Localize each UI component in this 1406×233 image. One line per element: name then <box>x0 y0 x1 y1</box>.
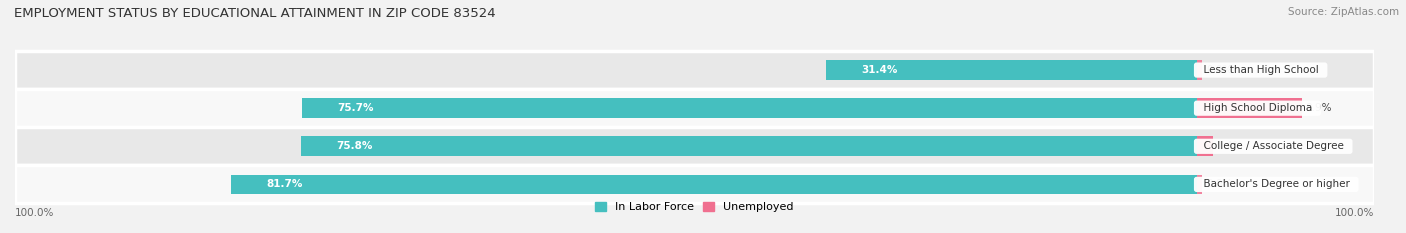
Bar <box>1197 136 1213 156</box>
Bar <box>302 98 1197 118</box>
Text: 8.9%: 8.9% <box>1305 103 1331 113</box>
Text: 81.7%: 81.7% <box>267 179 304 189</box>
Bar <box>825 60 1197 80</box>
Bar <box>1197 175 1202 194</box>
Text: 31.4%: 31.4% <box>860 65 897 75</box>
Text: High School Diploma: High School Diploma <box>1197 103 1319 113</box>
Text: 0.0%: 0.0% <box>1206 179 1232 189</box>
Bar <box>15 89 1374 127</box>
Bar <box>301 136 1197 156</box>
Bar <box>1197 98 1302 118</box>
Text: EMPLOYMENT STATUS BY EDUCATIONAL ATTAINMENT IN ZIP CODE 83524: EMPLOYMENT STATUS BY EDUCATIONAL ATTAINM… <box>14 7 496 20</box>
Text: 100.0%: 100.0% <box>1334 208 1374 218</box>
Text: 1.4%: 1.4% <box>1216 141 1243 151</box>
Bar <box>15 165 1374 203</box>
Text: Less than High School: Less than High School <box>1197 65 1324 75</box>
Text: 75.7%: 75.7% <box>337 103 374 113</box>
Bar <box>15 51 1374 89</box>
Text: 0.0%: 0.0% <box>1206 65 1232 75</box>
Legend: In Labor Force, Unemployed: In Labor Force, Unemployed <box>591 198 799 217</box>
Text: 100.0%: 100.0% <box>15 208 55 218</box>
Bar <box>231 175 1197 194</box>
Text: College / Associate Degree: College / Associate Degree <box>1197 141 1350 151</box>
Bar <box>15 127 1374 165</box>
Text: Source: ZipAtlas.com: Source: ZipAtlas.com <box>1288 7 1399 17</box>
Bar <box>1197 60 1202 80</box>
Text: Bachelor's Degree or higher: Bachelor's Degree or higher <box>1197 179 1355 189</box>
Text: 75.8%: 75.8% <box>336 141 373 151</box>
